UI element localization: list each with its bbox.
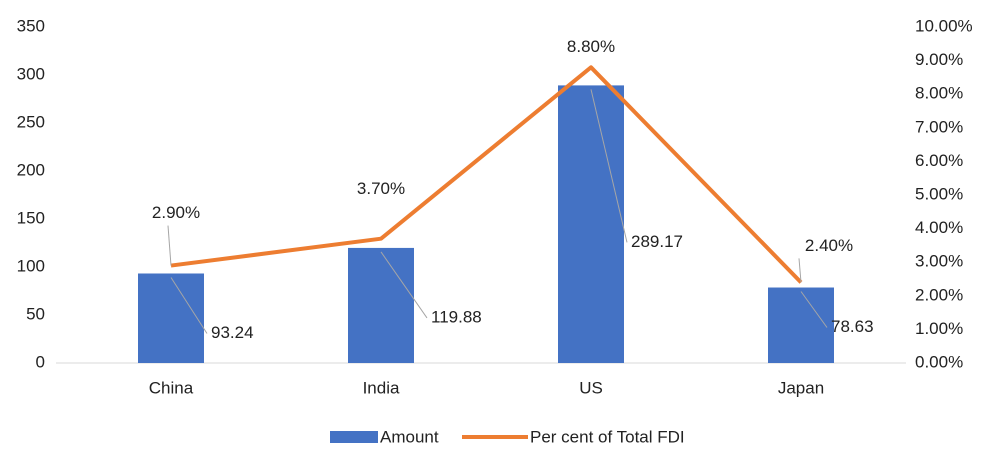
leader-line <box>170 277 208 334</box>
y2-tick-label: 10.00% <box>915 16 973 35</box>
y-tick-label: 100 <box>17 256 45 275</box>
x-tick-label: Japan <box>778 378 824 397</box>
y2-tick-label: 0.00% <box>915 352 963 371</box>
y2-tick-label: 7.00% <box>915 117 963 136</box>
y-tick-label: 200 <box>17 160 45 179</box>
line <box>170 65 803 284</box>
y2-tick-label: 5.00% <box>915 184 963 203</box>
y-tick-label: 150 <box>17 208 45 227</box>
legend-label: Amount <box>380 427 439 446</box>
data-label: 8.80% <box>567 37 615 56</box>
y2-tick-label: 6.00% <box>915 151 963 170</box>
data-label: 3.70% <box>357 179 405 198</box>
leader-line <box>798 258 802 283</box>
y2-tick-label: 3.00% <box>915 252 963 271</box>
bar <box>768 287 834 363</box>
data-label: 93.24 <box>211 323 254 342</box>
y2-tick-label: 4.00% <box>915 218 963 237</box>
leader-line <box>167 225 172 266</box>
y-tick-label: 350 <box>17 16 45 35</box>
legend-label: Per cent of Total FDI <box>530 427 685 446</box>
data-label: 119.88 <box>431 307 482 326</box>
data-label: 2.40% <box>805 236 853 255</box>
data-label: 78.63 <box>831 317 874 336</box>
y-tick-label: 250 <box>17 112 45 131</box>
legend-swatch <box>330 431 378 443</box>
y-tick-label: 300 <box>17 64 45 83</box>
bar <box>348 247 414 363</box>
y-tick-label: 0 <box>36 352 45 371</box>
bar <box>138 273 204 363</box>
leader-line <box>380 251 428 319</box>
x-tick-label: India <box>363 378 400 397</box>
y2-tick-label: 1.00% <box>915 319 963 338</box>
y2-tick-label: 2.00% <box>915 285 963 304</box>
bar <box>558 85 624 364</box>
data-label: 289.17 <box>631 232 683 251</box>
x-tick-label: China <box>149 378 194 397</box>
x-tick-label: US <box>579 378 603 397</box>
leader-line <box>800 291 828 328</box>
y2-tick-label: 9.00% <box>915 50 963 69</box>
y-tick-label: 50 <box>26 304 45 323</box>
y2-tick-label: 8.00% <box>915 84 963 103</box>
leader-line <box>590 89 628 243</box>
data-label: 2.90% <box>152 203 200 222</box>
